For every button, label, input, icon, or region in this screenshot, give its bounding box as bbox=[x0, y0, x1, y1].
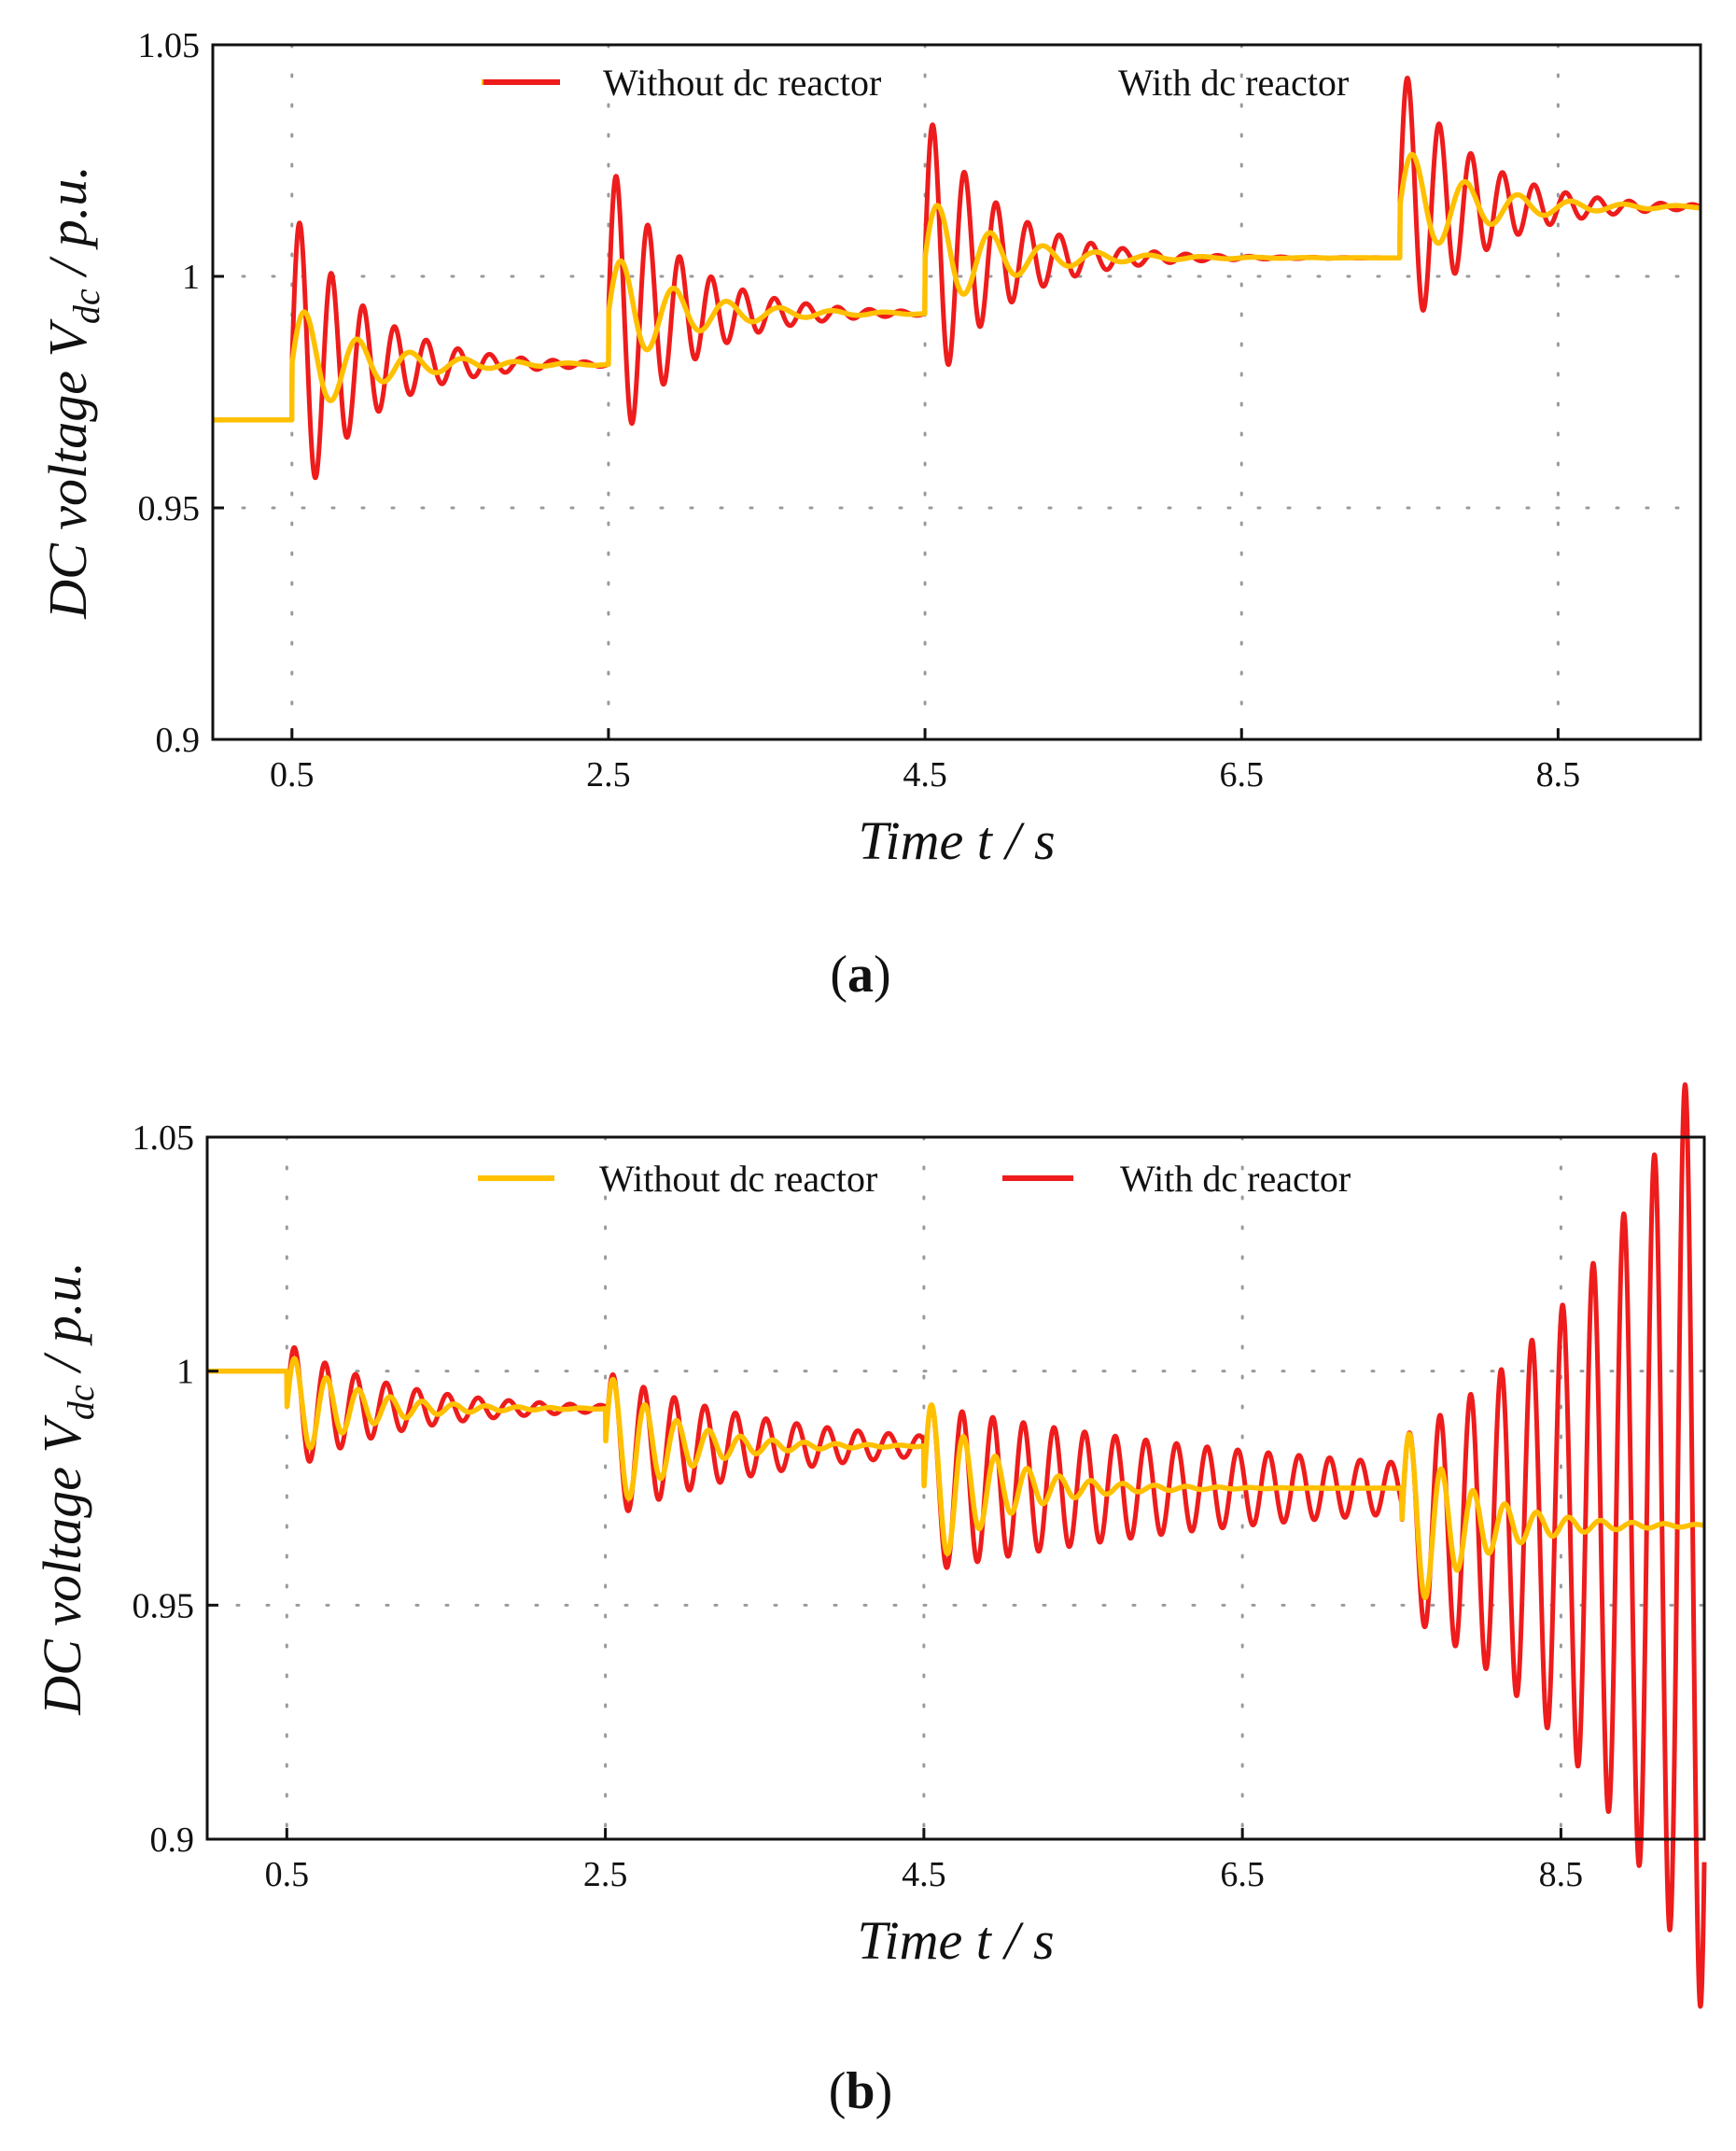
y-tick-label: 1.05 bbox=[133, 1118, 195, 1158]
series-line-with-dc-reactor bbox=[204, 1082, 1707, 2009]
legend: Without dc reactor With dc reactor bbox=[482, 62, 1349, 104]
x-tick-label: 2.5 bbox=[583, 1855, 628, 1894]
x-axis-label: Time t / s bbox=[858, 810, 1055, 871]
x-tick-label: 8.5 bbox=[1536, 755, 1581, 794]
x-tick-label: 4.5 bbox=[903, 755, 947, 794]
x-tick-label: 0.5 bbox=[265, 1855, 310, 1894]
chart-panel-b: 0.5 2.5 4.5 6.5 8.5 0.9 0.95 1 1.05 Time t / s DC … bbox=[32, 1082, 1707, 2009]
y-tick-label: 1.05 bbox=[138, 26, 201, 65]
legend-label-without-dc-reactor: Without dc reactor bbox=[603, 62, 881, 104]
panel-caption: (b) bbox=[829, 2062, 892, 2120]
y-tick-label: 0.9 bbox=[156, 721, 201, 760]
y-tick-label: 0.9 bbox=[150, 1821, 195, 1860]
legend-label-with-dc-reactor: With dc reactor bbox=[1118, 62, 1349, 104]
series-line-with-dc-reactor bbox=[210, 76, 1703, 481]
legend-label-without-dc-reactor: Without dc reactor bbox=[599, 1158, 877, 1200]
chart-panel-a: 0.5 2.5 4.5 6.5 8.5 0.9 0.95 1 1.05 Time t / s DC … bbox=[37, 26, 1703, 871]
y-tick-label: 1 bbox=[176, 1353, 194, 1392]
x-axis-label: Time t / s bbox=[857, 1910, 1054, 1971]
y-axis-label: DC voltage Vdc / p.u. bbox=[32, 1261, 102, 1716]
series-line-without-dc-reactor bbox=[210, 151, 1703, 423]
axes-frame bbox=[205, 1135, 1706, 1841]
axes-frame bbox=[211, 43, 1702, 741]
x-tick-label: 2.5 bbox=[586, 755, 631, 794]
series-line-without-dc-reactor bbox=[204, 1356, 1707, 1601]
legend: Without dc reactor With dc reactor bbox=[478, 1158, 1351, 1200]
panel-caption: (a) bbox=[830, 946, 890, 1004]
x-tick-label: 8.5 bbox=[1539, 1855, 1584, 1894]
y-axis-label: DC voltage Vdc / p.u. bbox=[37, 165, 107, 620]
x-tick-label: 4.5 bbox=[902, 1855, 946, 1894]
x-tick-label: 6.5 bbox=[1219, 755, 1264, 794]
y-tick-label: 0.95 bbox=[133, 1586, 195, 1625]
y-tick-label: 0.95 bbox=[138, 489, 201, 528]
y-tick-label: 1 bbox=[182, 258, 200, 297]
x-tick-label: 0.5 bbox=[270, 755, 315, 794]
legend-label-with-dc-reactor: With dc reactor bbox=[1120, 1158, 1351, 1200]
x-tick-label: 6.5 bbox=[1220, 1855, 1265, 1894]
